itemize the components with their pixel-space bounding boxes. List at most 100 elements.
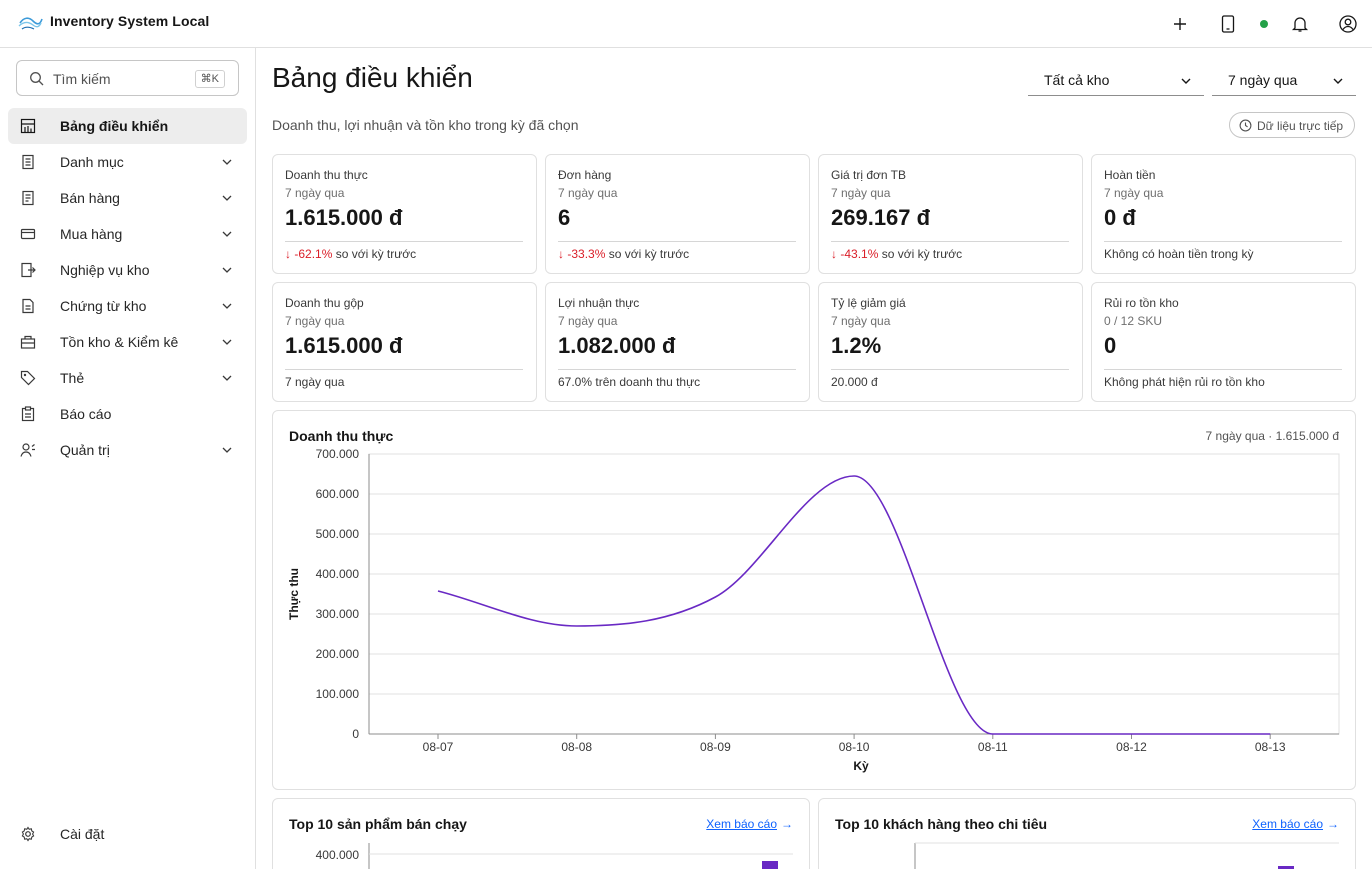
- plus-icon: [1174, 18, 1186, 30]
- kpi-value: 0 đ: [1104, 205, 1136, 230]
- warehouse-ops-icon: [21, 262, 36, 278]
- view-report-link[interactable]: Xem báo cáo →: [1252, 817, 1339, 831]
- app-title[interactable]: Inventory System Local: [50, 13, 210, 29]
- sidebar-item-label: Danh mục: [60, 154, 124, 170]
- page-subtitle: Doanh thu, lợi nhuận và tồn kho trong kỳ…: [272, 117, 579, 133]
- kpi-divider: [558, 241, 796, 242]
- kpi-card-gross-revenue: Doanh thu gộp 7 ngày qua 1.615.000 đ 7 n…: [272, 282, 537, 402]
- live-data-badge[interactable]: Dữ liệu trực tiếp: [1229, 112, 1355, 138]
- sidebar-item-dashboard[interactable]: Bảng điều khiển: [8, 108, 247, 144]
- period-select[interactable]: 7 ngày qua: [1212, 64, 1356, 96]
- revenue-chart-card: Doanh thu thực 7 ngày qua · 1.615.000 đ …: [272, 410, 1356, 790]
- live-data-label: Dữ liệu trực tiếp: [1257, 119, 1344, 133]
- y-tick-label: 600.000: [316, 487, 360, 501]
- kpi-value: 269.167 đ: [831, 205, 931, 230]
- kpi-card-refunds: Hoàn tiền 7 ngày qua 0 đ Không có hoàn t…: [1091, 154, 1356, 274]
- y-tick-label: 200.000: [316, 647, 360, 661]
- sidebar-item-label: Bảng điều khiển: [60, 118, 169, 134]
- y-tick-label: 300.000: [316, 607, 360, 621]
- y-tick-label: 400.000: [316, 567, 360, 581]
- x-tick-label: 08-09: [700, 740, 731, 754]
- kpi-divider: [285, 369, 523, 370]
- add-button[interactable]: [1164, 8, 1196, 40]
- kpi-card-avg-order-value: Giá trị đơn TB 7 ngày qua 269.167 đ ↓ -4…: [818, 154, 1083, 274]
- kpi-delta: ↓ -43.1%: [831, 247, 879, 261]
- sidebar-item-catalog[interactable]: Danh mục: [8, 144, 247, 180]
- admin-icon: [20, 443, 35, 457]
- sales-icon: [22, 190, 34, 206]
- kpi-period: 7 ngày qua: [285, 186, 345, 200]
- kpi-value: 1.082.000 đ: [558, 333, 676, 358]
- search-icon: [30, 72, 44, 86]
- top-customers-chart: [914, 842, 1339, 869]
- sidebar-item-sales[interactable]: Bán hàng: [8, 180, 247, 216]
- x-tick-label: 08-11: [978, 740, 1008, 754]
- sidebar-item-reports[interactable]: Báo cáo: [8, 396, 247, 432]
- view-report-label: Xem báo cáo: [1252, 817, 1323, 831]
- sidebar-item-tags[interactable]: Thẻ: [8, 360, 247, 396]
- kpi-footer: ↓ -33.3% so với kỳ trước: [558, 247, 689, 261]
- kpi-title: Giá trị đơn TB: [831, 168, 907, 182]
- sidebar-item-admin[interactable]: Quản trị: [8, 432, 247, 468]
- kpi-delta-text: so với kỳ trước: [335, 247, 417, 261]
- x-tick-label: 08-07: [423, 740, 454, 754]
- top-bar: Inventory System Local: [0, 0, 1372, 48]
- chevron-down-icon: [222, 303, 232, 309]
- sidebar: Tìm kiếm ⌘K Bảng điều khiển Danh mục Bán…: [0, 48, 256, 869]
- notifications-button[interactable]: [1284, 8, 1316, 40]
- kpi-delta-value: -33.3%: [567, 247, 606, 261]
- sidebar-item-warehouse-ops[interactable]: Nghiệp vụ kho: [8, 252, 247, 288]
- kpi-divider: [1104, 369, 1342, 370]
- tag-icon: [20, 370, 36, 386]
- device-button[interactable]: [1212, 8, 1244, 40]
- kpi-period: 7 ngày qua: [831, 314, 891, 328]
- catalog-icon: [22, 154, 34, 170]
- revenue-line-chart: 0 100.000 200.000 300.000 400.000 500.000 600.…: [287, 447, 1340, 773]
- kpi-period: 7 ngày qua: [831, 186, 891, 200]
- user-icon: [1339, 15, 1357, 33]
- card-title: Top 10 sản phẩm bán chạy: [289, 816, 467, 832]
- document-icon: [22, 298, 34, 314]
- sidebar-item-label: Tồn kho & Kiểm kê: [60, 334, 179, 350]
- kpi-card-stock-risk: Rủi ro tồn kho 0 / 12 SKU 0 Không phát h…: [1091, 282, 1356, 402]
- kpi-card-discount-rate: Tỷ lệ giảm giá 7 ngày qua 1.2% 20.000 đ: [818, 282, 1083, 402]
- warehouse-select[interactable]: Tất cả kho: [1028, 64, 1204, 96]
- kpi-delta: ↓ -62.1%: [285, 247, 333, 261]
- kpi-delta: ↓ -33.3%: [558, 247, 606, 261]
- connection-status-dot: [1260, 20, 1268, 28]
- sidebar-item-purchasing[interactable]: Mua hàng: [8, 216, 247, 252]
- warehouse-select-value: Tất cả kho: [1044, 72, 1110, 88]
- user-menu-button[interactable]: [1332, 8, 1364, 40]
- kpi-footer: 7 ngày qua: [285, 375, 345, 389]
- kpi-footer: ↓ -62.1% so với kỳ trước: [285, 247, 416, 261]
- kpi-value: 1.615.000 đ: [285, 205, 403, 230]
- kpi-title: Hoàn tiền: [1104, 168, 1156, 182]
- sidebar-item-label: Bán hàng: [60, 190, 120, 206]
- kpi-footer: Không phát hiện rủi ro tồn kho: [1104, 375, 1265, 389]
- kpi-title: Doanh thu gộp: [285, 296, 364, 310]
- sidebar-item-inventory[interactable]: Tồn kho & Kiểm kê: [8, 324, 247, 360]
- chevron-down-icon: [222, 195, 232, 201]
- card-title: Doanh thu thực: [289, 428, 394, 444]
- kpi-divider: [558, 369, 796, 370]
- chevron-down-icon: [1333, 78, 1343, 84]
- kpi-card-orders: Đơn hàng 7 ngày qua 6 ↓ -33.3% so với kỳ…: [545, 154, 810, 274]
- search-box[interactable]: Tìm kiếm ⌘K: [16, 60, 239, 96]
- kpi-title: Đơn hàng: [558, 168, 612, 182]
- clock-icon: [1239, 119, 1252, 132]
- chevron-down-icon: [222, 447, 232, 453]
- view-report-link[interactable]: Xem báo cáo →: [706, 817, 793, 831]
- kpi-delta-text: so với kỳ trước: [881, 247, 963, 261]
- settings-label: Cài đặt: [60, 826, 105, 842]
- search-shortcut-badge: ⌘K: [194, 70, 225, 88]
- kpi-period: 0 / 12 SKU: [1104, 314, 1163, 328]
- kpi-divider: [831, 369, 1069, 370]
- kpi-title: Rủi ro tồn kho: [1104, 296, 1179, 310]
- kpi-period: 7 ngày qua: [558, 186, 618, 200]
- sidebar-item-warehouse-docs[interactable]: Chứng từ kho: [8, 288, 247, 324]
- sidebar-item-settings[interactable]: Cài đặt: [8, 816, 247, 852]
- chevron-down-icon: [1181, 78, 1191, 84]
- kpi-footer: 67.0% trên doanh thu thực: [558, 375, 701, 389]
- logo-icon: [18, 17, 43, 30]
- card-icon: [20, 228, 36, 240]
